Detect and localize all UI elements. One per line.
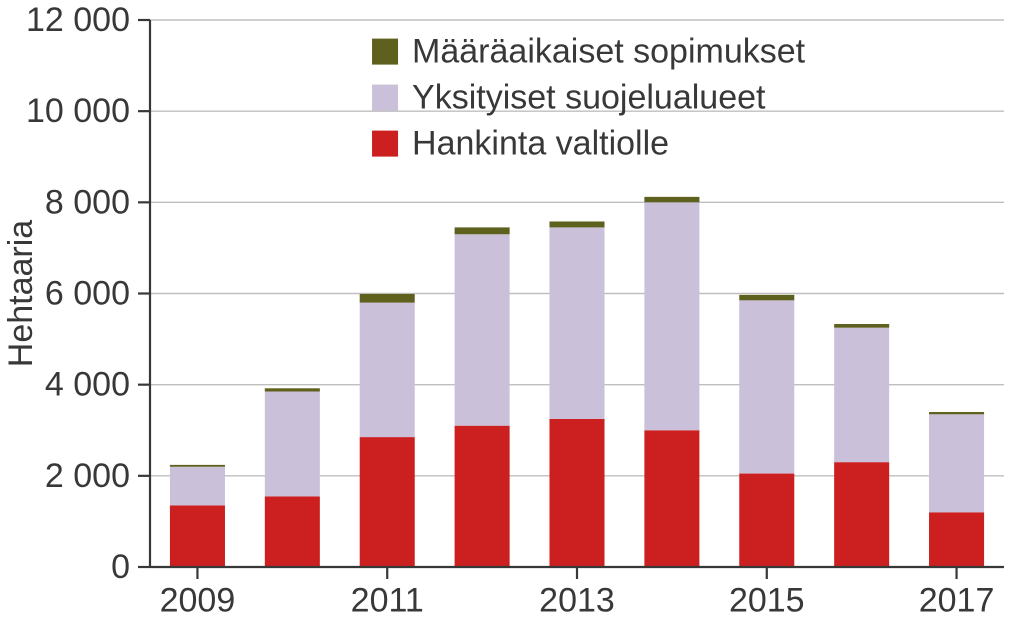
- bar-segment: [549, 227, 604, 418]
- bar-segment: [455, 227, 510, 234]
- bar-segment: [739, 300, 794, 473]
- bar-segment: [834, 462, 889, 567]
- bar-segment: [834, 328, 889, 462]
- bar-segment: [929, 512, 984, 567]
- y-tick-label: 8 000: [45, 183, 130, 221]
- y-tick-label: 4 000: [45, 366, 130, 404]
- legend-swatch: [372, 39, 398, 65]
- legend-swatch: [372, 85, 398, 111]
- bar-segment: [170, 465, 225, 467]
- bar-segment: [549, 221, 604, 227]
- bar-segment: [929, 412, 984, 414]
- bar-segment: [739, 474, 794, 567]
- y-tick-label: 6 000: [45, 275, 130, 313]
- x-tick-label: 2013: [539, 581, 615, 619]
- bar-segment: [455, 426, 510, 567]
- y-tick-label: 12 000: [26, 1, 130, 39]
- bar-segment: [265, 392, 320, 497]
- bar-segment: [834, 324, 889, 328]
- legend-swatch: [372, 131, 398, 157]
- y-tick-label: 2 000: [45, 457, 130, 495]
- bar-segment: [644, 202, 699, 430]
- legend-label: Määräaikaiset sopimukset: [412, 33, 806, 71]
- bar-segment: [360, 303, 415, 437]
- x-tick-label: 2009: [160, 581, 236, 619]
- y-tick-label: 0: [111, 548, 130, 586]
- hectares-stacked-bar-chart: 0 2 000 4 000 6 000 8 000 10 000 12 000 2009 201…: [0, 0, 1024, 637]
- bar-segment: [265, 496, 320, 567]
- bar-segment: [360, 437, 415, 567]
- bar-segment: [739, 295, 794, 300]
- x-tick-label: 2015: [729, 581, 805, 619]
- bar-segment: [360, 294, 415, 303]
- legend-label: Hankinta valtiolle: [412, 125, 669, 163]
- x-tick-label: 2017: [919, 581, 995, 619]
- bar-segment: [265, 388, 320, 391]
- bar-segment: [170, 505, 225, 567]
- bar-segment: [929, 414, 984, 512]
- bar-segment: [170, 467, 225, 506]
- bar-segment: [644, 430, 699, 567]
- y-tick-label: 10 000: [26, 92, 130, 130]
- bar-segment: [644, 197, 699, 202]
- y-axis-label: Hehtaaria: [2, 220, 40, 368]
- legend-label: Yksityiset suojelualueet: [412, 79, 766, 117]
- bar-segment: [549, 419, 604, 567]
- x-tick-label: 2011: [351, 581, 424, 619]
- bar-segment: [455, 234, 510, 425]
